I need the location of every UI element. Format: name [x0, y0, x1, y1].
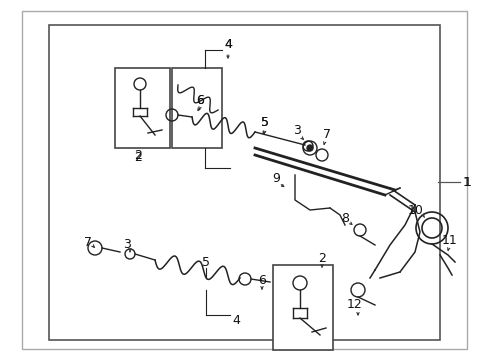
Text: 1: 1 — [463, 176, 471, 189]
Text: 1: 1 — [462, 176, 470, 189]
Text: 3: 3 — [123, 238, 131, 251]
Text: 2: 2 — [134, 149, 142, 162]
Text: 6: 6 — [258, 274, 265, 287]
Text: 8: 8 — [340, 212, 348, 225]
Circle shape — [306, 145, 312, 151]
Text: 6: 6 — [196, 94, 203, 107]
Text: 7: 7 — [323, 127, 330, 140]
Bar — [272, 265, 332, 350]
Text: 5: 5 — [202, 256, 209, 269]
Text: 4: 4 — [224, 37, 231, 50]
Text: 9: 9 — [271, 171, 279, 185]
Bar — [49, 25, 439, 340]
Text: 4: 4 — [224, 37, 231, 50]
Text: 7: 7 — [84, 235, 92, 248]
Text: 6: 6 — [196, 94, 203, 107]
Bar — [115, 68, 170, 148]
Text: 11: 11 — [441, 234, 457, 247]
Text: 5: 5 — [261, 116, 268, 129]
Text: 3: 3 — [292, 123, 300, 136]
Text: 4: 4 — [232, 314, 240, 327]
Text: 2: 2 — [134, 150, 142, 163]
Text: 10: 10 — [407, 203, 423, 216]
Text: 2: 2 — [317, 252, 325, 265]
Text: 5: 5 — [261, 116, 268, 129]
Text: 12: 12 — [346, 298, 362, 311]
Bar — [172, 68, 222, 148]
